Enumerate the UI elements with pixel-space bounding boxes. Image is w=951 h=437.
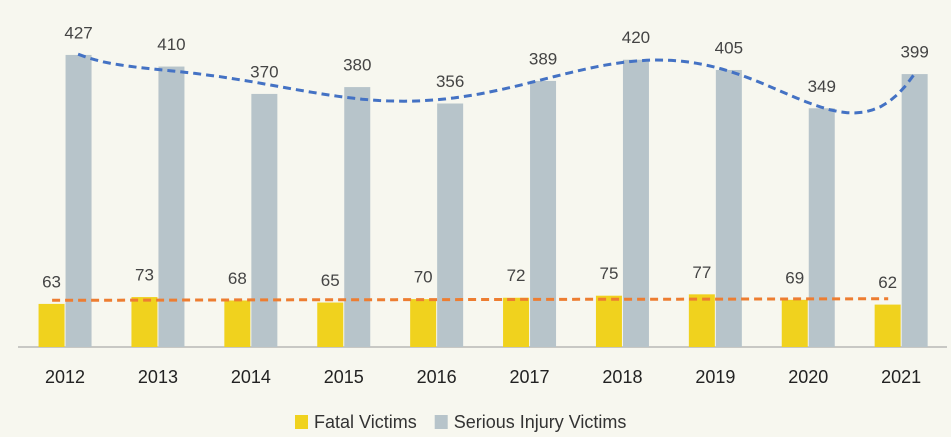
bar [622, 59, 649, 347]
bar [224, 300, 251, 347]
data-label: 410 [157, 35, 185, 54]
data-label: 389 [529, 49, 557, 68]
legend-swatch [295, 415, 308, 429]
bar [251, 93, 278, 347]
bar [344, 87, 371, 347]
bar [595, 295, 622, 347]
legend-label: Serious Injury Victims [454, 412, 627, 432]
x-tick-label: 2021 [881, 367, 921, 387]
data-label: 70 [414, 268, 433, 287]
bar [317, 302, 344, 347]
data-label: 65 [321, 271, 340, 290]
bar [901, 74, 928, 348]
bar [131, 297, 158, 347]
legend-label: Fatal Victims [314, 412, 417, 432]
data-label: 69 [785, 268, 804, 287]
bar [65, 54, 92, 347]
data-label: 349 [808, 77, 836, 96]
data-label: 427 [64, 23, 92, 42]
x-tick-label: 2017 [510, 367, 550, 387]
bar [38, 303, 65, 347]
data-label: 356 [436, 72, 464, 91]
data-label: 370 [250, 62, 278, 81]
data-label: 75 [599, 264, 618, 283]
data-label: 73 [135, 266, 154, 285]
data-label: 380 [343, 56, 371, 75]
bar [688, 294, 715, 347]
bar [808, 108, 835, 347]
x-tick-label: 2018 [602, 367, 642, 387]
bar [437, 103, 464, 347]
bar [158, 66, 185, 347]
bar [530, 80, 557, 347]
x-tick-label: 2014 [231, 367, 271, 387]
data-label: 405 [715, 38, 743, 57]
data-label: 420 [622, 28, 650, 47]
x-tick-label: 2016 [417, 367, 457, 387]
data-label: 72 [507, 266, 526, 285]
x-tick-label: 2019 [695, 367, 735, 387]
legend-swatch [434, 415, 448, 429]
data-label: 63 [42, 272, 61, 291]
x-tick-label: 2015 [324, 367, 364, 387]
data-label: 399 [900, 43, 928, 62]
bar [874, 304, 901, 347]
bar [781, 299, 808, 347]
x-tick-label: 2012 [45, 367, 85, 387]
data-label: 62 [878, 273, 897, 292]
bar [503, 297, 530, 347]
bar [715, 69, 742, 347]
data-label: 77 [692, 263, 711, 282]
x-tick-label: 2013 [138, 367, 178, 387]
x-tick-label: 2020 [788, 367, 828, 387]
bar [410, 299, 437, 347]
trend-line [77, 52, 916, 115]
trend-line [52, 297, 889, 302]
data-label: 68 [228, 269, 247, 288]
